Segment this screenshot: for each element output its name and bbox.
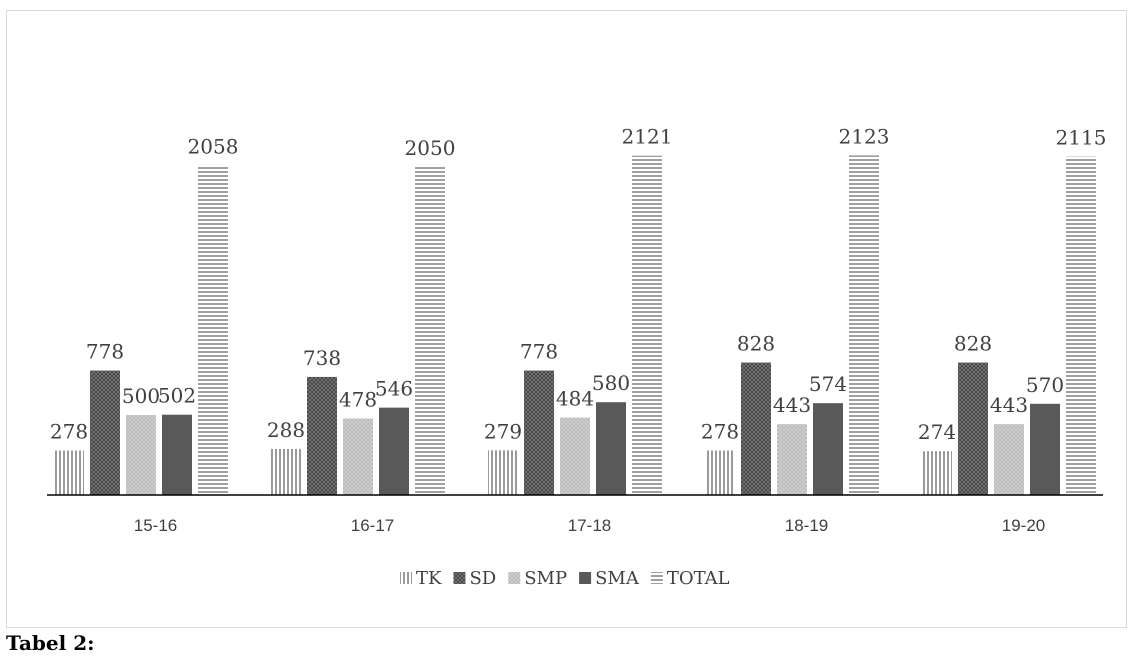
data-label-sma-17-18: 580 bbox=[592, 371, 630, 395]
data-label-total-17-18: 2121 bbox=[622, 125, 673, 149]
bar-tk-16-17 bbox=[271, 448, 301, 495]
bar-total-18-19 bbox=[849, 155, 879, 495]
data-label-total-15-16: 2058 bbox=[188, 135, 239, 159]
bar-total-17-18 bbox=[632, 155, 662, 495]
data-label-smp-18-19: 443 bbox=[773, 393, 811, 417]
legend-label-sma: SMA bbox=[595, 568, 640, 589]
bar-total-19-20 bbox=[1066, 156, 1096, 495]
data-label-total-18-19: 2123 bbox=[839, 124, 890, 148]
data-label-sd-15-16: 778 bbox=[86, 340, 124, 364]
bar-sd-17-18 bbox=[524, 370, 554, 495]
category-label-17-18: 17-18 bbox=[568, 516, 611, 535]
data-label-smp-17-18: 484 bbox=[556, 387, 594, 411]
bar-sma-18-19 bbox=[813, 403, 843, 495]
bar-sd-18-19 bbox=[741, 362, 771, 495]
legend-swatch-total bbox=[650, 572, 663, 584]
data-label-tk-15-16: 278 bbox=[50, 420, 88, 444]
data-label-sma-16-17: 546 bbox=[375, 377, 413, 401]
legend-swatch-sd bbox=[453, 572, 466, 584]
category-label-18-19: 18-19 bbox=[785, 516, 828, 535]
data-label-sma-15-16: 502 bbox=[158, 384, 196, 408]
bar-sd-16-17 bbox=[307, 376, 337, 495]
data-label-smp-19-20: 443 bbox=[990, 393, 1028, 417]
data-label-total-19-20: 2115 bbox=[1056, 126, 1107, 150]
data-label-total-16-17: 2050 bbox=[405, 136, 456, 160]
legend-label-sd: SD bbox=[469, 568, 496, 589]
category-labels-layer: 15-16 16-17 17-18 18-19 19-20 bbox=[134, 516, 1045, 535]
bar-smp-19-20 bbox=[994, 424, 1024, 495]
bar-smp-15-16 bbox=[126, 415, 156, 495]
data-label-sd-17-18: 778 bbox=[520, 340, 558, 364]
bar-smp-18-19 bbox=[777, 424, 807, 495]
category-label-16-17: 16-17 bbox=[351, 516, 394, 535]
data-label-sd-16-17: 738 bbox=[303, 346, 341, 370]
data-label-tk-19-20: 274 bbox=[918, 420, 956, 444]
legend-swatch-sma bbox=[579, 572, 592, 584]
bar-total-15-16 bbox=[198, 165, 228, 495]
data-label-tk-16-17: 288 bbox=[267, 418, 305, 442]
data-label-sd-18-19: 828 bbox=[737, 332, 775, 356]
bar-sma-17-18 bbox=[596, 402, 626, 495]
data-label-tk-18-19: 278 bbox=[701, 420, 739, 444]
bar-total-16-17 bbox=[415, 167, 445, 495]
bar-sma-15-16 bbox=[162, 414, 192, 495]
table-caption: Tabel 2: bbox=[6, 631, 95, 655]
bar-tk-18-19 bbox=[705, 450, 735, 495]
data-label-sd-19-20: 828 bbox=[954, 332, 992, 356]
legend-swatch-smp bbox=[508, 572, 521, 584]
legend-swatch-tk bbox=[400, 572, 412, 584]
bar-sd-15-16 bbox=[90, 370, 120, 495]
bar-sma-16-17 bbox=[379, 407, 409, 495]
data-label-sma-19-20: 570 bbox=[1026, 373, 1064, 397]
data-label-tk-17-18: 279 bbox=[484, 419, 522, 443]
bar-sma-19-20 bbox=[1030, 403, 1060, 495]
category-label-19-20: 19-20 bbox=[1002, 516, 1045, 535]
bar-tk-17-18 bbox=[488, 450, 518, 495]
data-label-sma-18-19: 574 bbox=[809, 372, 847, 396]
category-label-15-16: 15-16 bbox=[134, 516, 177, 535]
legend-label-total: TOTAL bbox=[667, 568, 730, 589]
data-label-smp-16-17: 478 bbox=[339, 388, 377, 412]
bar-tk-15-16 bbox=[54, 450, 84, 495]
data-label-smp-15-16: 500 bbox=[122, 384, 160, 408]
legend: TK SD SMP SMA TOTAL bbox=[400, 568, 730, 589]
chart-area: 278 778 500 502 2058 288 738 478 546 2050 279 778 48… bbox=[6, 10, 1127, 628]
bars-layer bbox=[54, 155, 1096, 495]
legend-label-tk: TK bbox=[416, 568, 442, 589]
bar-sd-19-20 bbox=[958, 362, 988, 495]
legend-label-smp: SMP bbox=[524, 568, 567, 589]
bar-smp-16-17 bbox=[343, 418, 373, 495]
bar-tk-19-20 bbox=[922, 451, 952, 495]
bar-smp-17-18 bbox=[560, 417, 590, 495]
